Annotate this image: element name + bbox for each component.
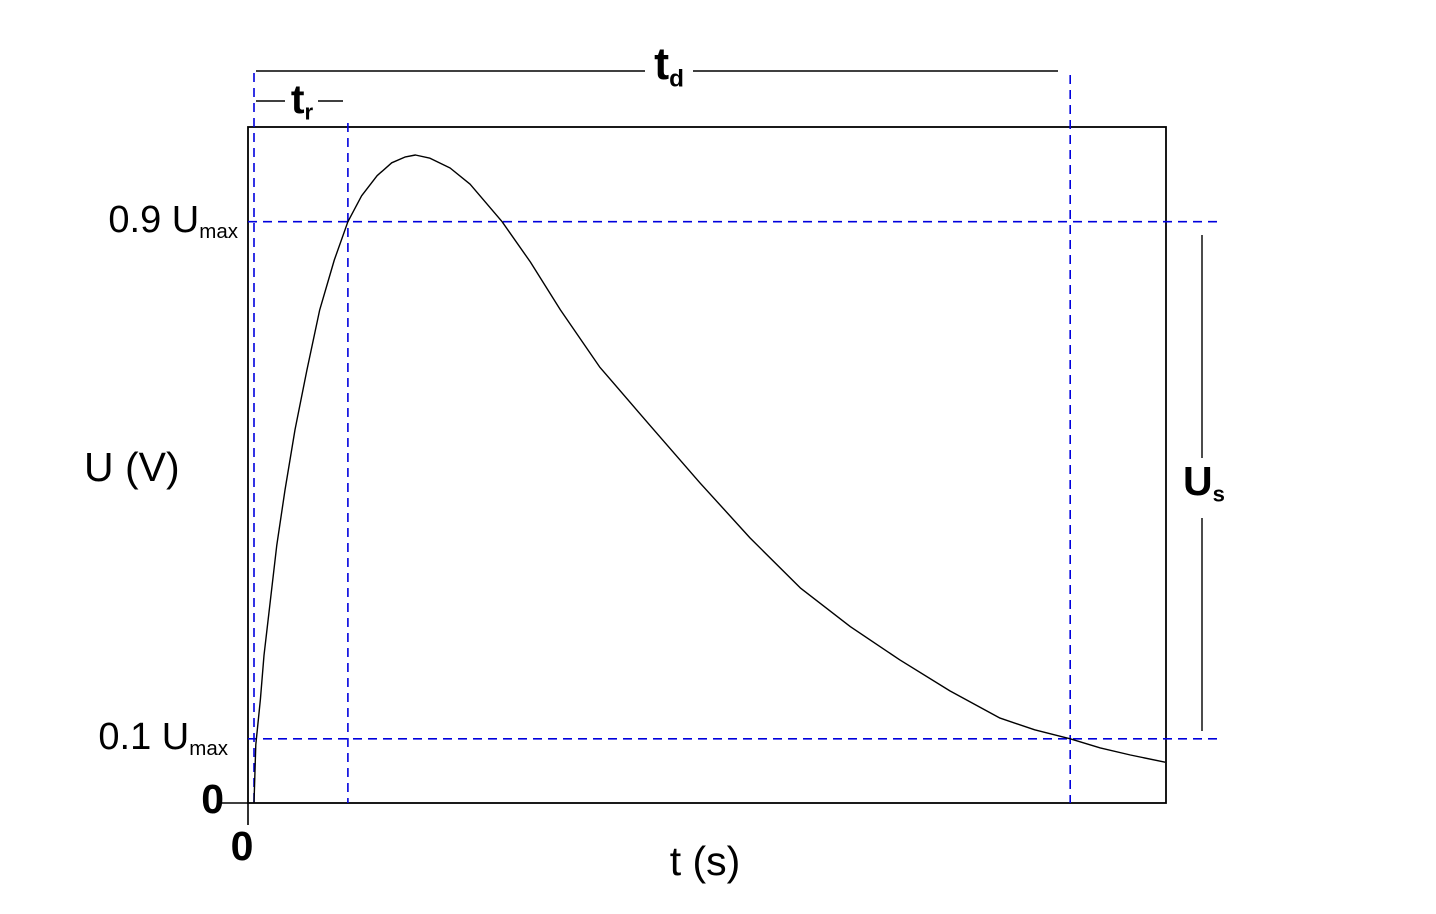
level-09-main: 0.9 U: [108, 199, 200, 241]
amplitude-label: Us: [1183, 458, 1225, 507]
rise-time-main: t: [290, 76, 305, 122]
duration-sub: d: [669, 65, 684, 93]
y-axis-label: U (V): [84, 444, 180, 490]
level-01-main: 0.1 U: [98, 716, 190, 758]
pulse-curve: [253, 154, 1166, 804]
x-axis-label: t (s): [669, 838, 741, 884]
level-01-sub: max: [189, 737, 228, 761]
amplitude-main: U: [1183, 458, 1213, 504]
level-09-sub: max: [199, 220, 238, 244]
x-origin-label: 0: [230, 823, 254, 869]
level-label-01umax: 0.1 Umax: [88, 716, 228, 761]
y-origin-label: 0: [201, 776, 224, 822]
rise-time-label: tr: [283, 76, 321, 125]
duration-label: td: [644, 38, 694, 93]
plot-frame: [247, 126, 1167, 804]
rise-time-sub: r: [304, 99, 314, 125]
duration-main: t: [654, 38, 670, 89]
level-label-09umax: 0.9 Umax: [98, 199, 238, 244]
amplitude-sub: s: [1212, 481, 1225, 507]
